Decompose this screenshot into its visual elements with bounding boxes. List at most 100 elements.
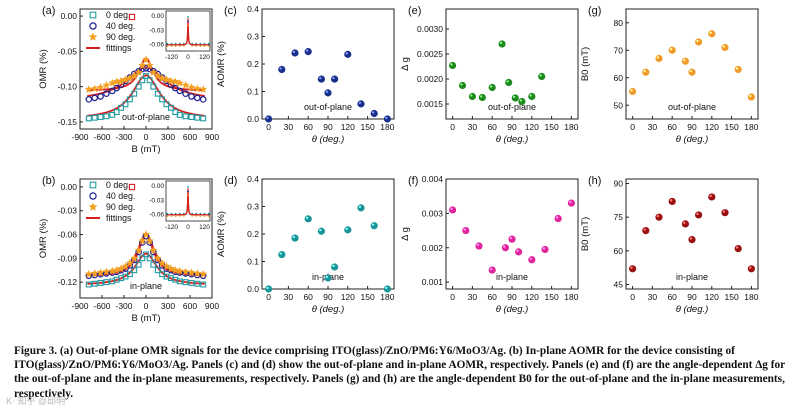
data-point-highlight <box>279 67 282 70</box>
data-point <box>113 84 120 92</box>
y-tick-label: 0.1 <box>247 257 259 267</box>
inset-data-point <box>203 45 206 47</box>
data-point <box>475 242 483 250</box>
data-point-highlight <box>516 249 519 252</box>
data-point <box>145 236 154 245</box>
inset-data-point <box>166 45 169 47</box>
data-point <box>642 227 650 235</box>
x-tick-label: -900 <box>71 132 88 142</box>
inset-data-point <box>187 20 189 23</box>
data-point <box>138 61 147 69</box>
data-point-highlight <box>735 246 739 249</box>
legend-marker <box>89 181 97 189</box>
data-point <box>515 248 523 256</box>
data-point <box>721 43 729 52</box>
data-point <box>181 80 190 89</box>
y-tick-label: 0.0015 <box>417 99 443 109</box>
scatter-panel-f: 0 30 60 90 120 150 180 0.001 0.002 0.003 0.004 θ (d… <box>400 174 579 315</box>
data-point <box>193 269 202 277</box>
data-point <box>655 54 663 63</box>
data-point <box>118 104 125 111</box>
legend-label: fittings <box>106 213 132 223</box>
y-tick-label: 70 <box>614 45 624 55</box>
data-point-highlight <box>656 214 660 218</box>
data-point-highlight <box>506 80 509 83</box>
y-tick-label: -0.03 <box>58 206 78 216</box>
data-point <box>182 113 189 120</box>
inset-data-point <box>170 215 173 217</box>
x-tick-label: 0 <box>266 292 271 302</box>
inset-data-point <box>187 190 189 193</box>
inset-legend-marker <box>128 183 136 191</box>
data-point <box>668 46 676 54</box>
x-tick-label: 30 <box>468 122 478 132</box>
data-point <box>383 285 391 293</box>
panel-annotation: in-plane <box>130 281 162 291</box>
x-tick-label: -600 <box>93 132 110 142</box>
data-point <box>278 65 286 74</box>
inset-y-tick-label: -0.03 <box>149 197 164 204</box>
data-point <box>113 109 120 116</box>
data-point-highlight <box>332 76 335 80</box>
inset-fitting-curve <box>167 24 209 46</box>
data-point-highlight <box>480 95 483 98</box>
x-tick-label: 150 <box>545 122 559 132</box>
data-point <box>90 84 99 93</box>
data-point-highlight <box>385 286 388 290</box>
inset-data-point <box>187 24 189 27</box>
data-point-highlight <box>266 286 269 290</box>
data-point-highlight <box>292 50 296 54</box>
inset-y-tick-label: 0.00 <box>151 13 164 20</box>
watermark: K· 知乎 @邱明 <box>6 396 66 406</box>
data-point-highlight <box>749 94 752 98</box>
x-tick-label: 30 <box>648 292 658 302</box>
x-tick-label: 180 <box>380 292 394 302</box>
data-point-highlight <box>689 69 693 73</box>
data-point <box>501 244 509 252</box>
data-point <box>97 114 104 120</box>
legend-marker <box>88 202 98 211</box>
data-point-highlight <box>696 39 699 43</box>
data-point <box>747 265 756 273</box>
x-tick-label: 0 <box>630 292 635 302</box>
data-point <box>96 83 105 91</box>
scatter-panel-g: 0 30 60 90 120 150 180 50 60 70 80 θ (deg.) B0 (mT) (… <box>580 5 759 145</box>
data-point <box>193 84 202 93</box>
data-point-highlight <box>709 194 712 198</box>
x-tick-label: 90 <box>507 122 517 132</box>
y-tick-label: 60 <box>614 246 624 256</box>
x-tick-label: -600 <box>93 301 110 311</box>
data-point-highlight <box>460 83 463 86</box>
fitting-curve <box>87 74 205 117</box>
data-point <box>449 61 457 70</box>
data-point <box>103 90 110 98</box>
x-axis-label: θ (deg.) <box>312 134 345 145</box>
data-point-highlight <box>463 228 466 231</box>
y-tick-label: -0.09 <box>58 253 78 263</box>
x-tick-label: 90 <box>507 292 517 302</box>
y-axis-label: AOMR (%) <box>216 211 227 257</box>
data-point <box>85 96 93 103</box>
data-point <box>175 78 184 87</box>
data-point <box>188 114 195 120</box>
inset-data-point <box>187 15 189 18</box>
x-tick-label: 120 <box>341 122 355 132</box>
inset-y-tick-label: 0.00 <box>151 183 164 190</box>
data-point-highlight <box>305 49 309 52</box>
data-point <box>508 235 516 243</box>
panel-annotation: out-of-plane <box>122 112 170 122</box>
inset-data-point <box>178 45 181 47</box>
x-axis-label: θ (deg.) <box>676 134 709 145</box>
inset-y-tick-label: -0.06 <box>149 211 164 218</box>
data-point <box>150 83 157 90</box>
data-point-highlight <box>319 228 322 232</box>
x-tick-label: -300 <box>115 301 132 311</box>
y-axis-label: Δ g <box>400 227 411 241</box>
data-point <box>182 90 189 98</box>
data-point <box>528 92 536 101</box>
inset-data-point <box>195 215 198 217</box>
data-point <box>278 251 286 259</box>
panel-label: (h) <box>588 175 601 187</box>
x-tick-label: 120 <box>341 292 355 302</box>
data-point <box>91 114 98 121</box>
